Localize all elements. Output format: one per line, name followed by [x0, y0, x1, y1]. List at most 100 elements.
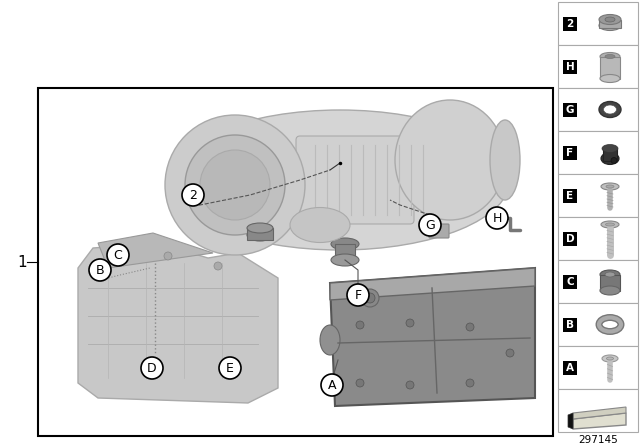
Bar — [563, 232, 577, 246]
Ellipse shape — [600, 286, 620, 295]
Text: B: B — [566, 319, 574, 329]
Text: F: F — [566, 147, 573, 158]
Ellipse shape — [600, 52, 620, 60]
FancyBboxPatch shape — [429, 224, 449, 238]
Circle shape — [361, 289, 379, 307]
Bar — [558, 217, 638, 260]
Text: E: E — [566, 190, 573, 201]
Ellipse shape — [247, 223, 273, 233]
Ellipse shape — [320, 325, 340, 355]
Text: G: G — [425, 219, 435, 232]
Text: H: H — [492, 211, 502, 224]
Bar — [558, 303, 638, 346]
Circle shape — [200, 150, 270, 220]
FancyBboxPatch shape — [296, 136, 414, 224]
Ellipse shape — [599, 21, 621, 30]
Ellipse shape — [605, 223, 614, 226]
Bar — [558, 389, 638, 432]
Bar — [563, 275, 577, 289]
Circle shape — [107, 244, 129, 266]
Text: 2: 2 — [566, 18, 573, 29]
Polygon shape — [330, 268, 535, 300]
Ellipse shape — [165, 115, 305, 255]
Ellipse shape — [331, 254, 359, 266]
Text: F: F — [355, 289, 362, 302]
Circle shape — [419, 214, 441, 236]
Circle shape — [356, 379, 364, 387]
Bar — [38, 88, 553, 436]
Ellipse shape — [395, 100, 505, 220]
Bar — [558, 88, 638, 131]
Circle shape — [185, 135, 285, 235]
Ellipse shape — [600, 74, 620, 82]
Circle shape — [164, 252, 172, 260]
Bar — [603, 148, 617, 160]
Text: C: C — [114, 249, 122, 262]
Ellipse shape — [331, 238, 359, 250]
Ellipse shape — [599, 14, 621, 25]
Text: 2: 2 — [189, 189, 197, 202]
Circle shape — [321, 374, 343, 396]
Text: E: E — [226, 362, 234, 375]
Bar — [558, 131, 638, 174]
Bar — [600, 275, 620, 290]
Ellipse shape — [170, 110, 510, 250]
Polygon shape — [78, 243, 278, 403]
Ellipse shape — [600, 270, 620, 279]
Circle shape — [466, 379, 474, 387]
Circle shape — [356, 321, 364, 329]
Bar — [558, 174, 638, 217]
Circle shape — [182, 184, 204, 206]
Circle shape — [406, 381, 414, 389]
Ellipse shape — [602, 145, 618, 152]
Ellipse shape — [602, 355, 618, 362]
Text: C: C — [566, 276, 574, 287]
Polygon shape — [573, 413, 626, 429]
Bar — [563, 318, 577, 332]
Bar — [599, 20, 621, 27]
Bar — [563, 60, 577, 73]
Ellipse shape — [605, 55, 615, 59]
Ellipse shape — [601, 221, 619, 228]
Bar — [558, 45, 638, 88]
Circle shape — [406, 319, 414, 327]
Bar — [563, 103, 577, 116]
Circle shape — [347, 284, 369, 306]
Ellipse shape — [599, 102, 621, 117]
Polygon shape — [98, 233, 213, 268]
Circle shape — [611, 158, 617, 164]
Polygon shape — [573, 407, 626, 419]
Circle shape — [89, 259, 111, 281]
Ellipse shape — [604, 105, 616, 114]
Circle shape — [141, 357, 163, 379]
Bar — [563, 17, 577, 30]
Text: B: B — [96, 263, 104, 276]
Text: D: D — [566, 233, 574, 244]
Bar — [563, 189, 577, 202]
Circle shape — [506, 349, 514, 357]
Bar — [558, 260, 638, 303]
Text: A: A — [566, 362, 574, 372]
Text: A: A — [328, 379, 336, 392]
Circle shape — [114, 256, 122, 264]
Ellipse shape — [605, 272, 615, 277]
Bar — [563, 146, 577, 159]
Polygon shape — [330, 268, 535, 406]
Bar — [563, 361, 577, 375]
Bar — [558, 2, 638, 45]
Ellipse shape — [290, 207, 350, 242]
Text: G: G — [566, 104, 574, 115]
Ellipse shape — [601, 152, 619, 164]
Ellipse shape — [607, 357, 614, 360]
Circle shape — [486, 207, 508, 229]
Bar — [600, 56, 620, 78]
Text: 297145: 297145 — [578, 435, 618, 445]
Circle shape — [466, 323, 474, 331]
Circle shape — [214, 262, 222, 270]
Bar — [558, 346, 638, 389]
Ellipse shape — [606, 185, 614, 188]
Polygon shape — [568, 413, 573, 429]
Text: 1: 1 — [17, 254, 27, 270]
Ellipse shape — [601, 183, 619, 190]
Ellipse shape — [605, 17, 615, 22]
